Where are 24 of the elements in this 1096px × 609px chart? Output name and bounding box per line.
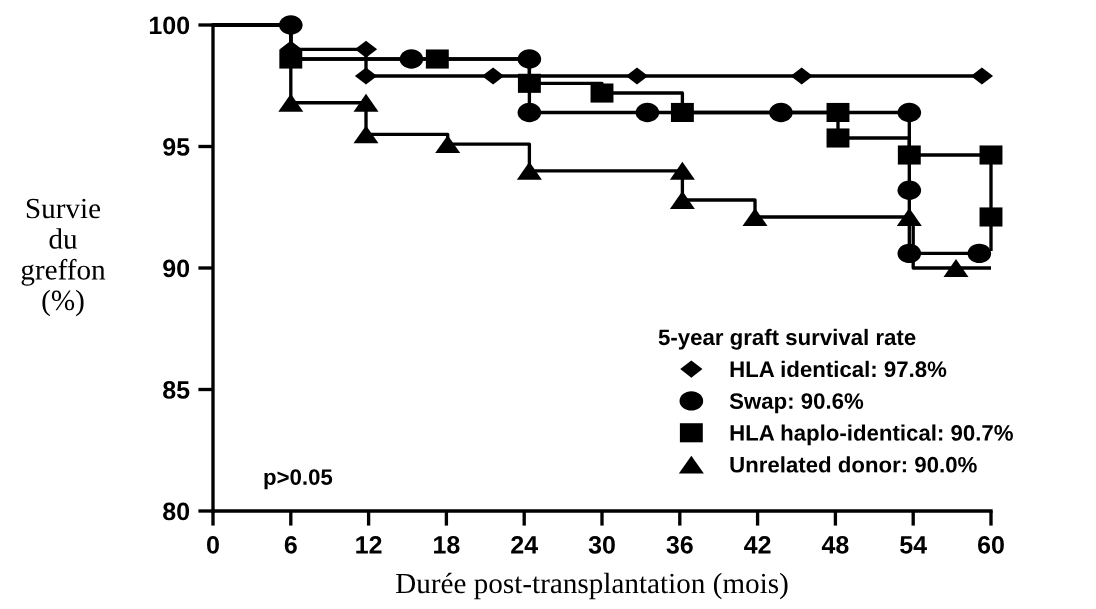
x-tick-label: 30 xyxy=(588,535,615,554)
x-tick-label: 54 xyxy=(900,536,927,554)
x-tick-label: 24 xyxy=(511,535,538,554)
x-axis-title: Durée post-transplantation (mois) xyxy=(396,572,788,600)
y-tick-label: 80 xyxy=(163,502,190,521)
annotation: p>0.05 xyxy=(264,469,333,490)
x-tick-label: 48 xyxy=(821,535,849,554)
x-tick-label: 42 xyxy=(744,535,771,554)
x-tick-label: 6 xyxy=(284,535,297,554)
x-tick-label: 0 xyxy=(207,535,219,554)
legend-label: Swap: 90.6% xyxy=(729,393,864,414)
y-tick-label: 95 xyxy=(163,138,190,156)
legend-title: 5-year graft survival rate xyxy=(658,328,916,350)
y-tick-label: 100 xyxy=(149,16,190,35)
x-tick-label: 36 xyxy=(666,535,693,554)
y-tick-label: 85 xyxy=(163,381,190,399)
x-tick-label: 60 xyxy=(978,535,1004,554)
legend-label: Unrelated donor: 90.0% xyxy=(730,456,977,473)
legend-label: HLA haplo-identical: 90.7% xyxy=(730,424,1013,446)
x-tick-label: 18 xyxy=(434,535,460,554)
y-axis-title: Survie du greffon (%) xyxy=(21,198,106,317)
y-tick-label: 90 xyxy=(163,259,190,278)
legend-label: HLA identical: 97.8% xyxy=(730,360,947,378)
x-tick-label: 12 xyxy=(356,535,382,554)
